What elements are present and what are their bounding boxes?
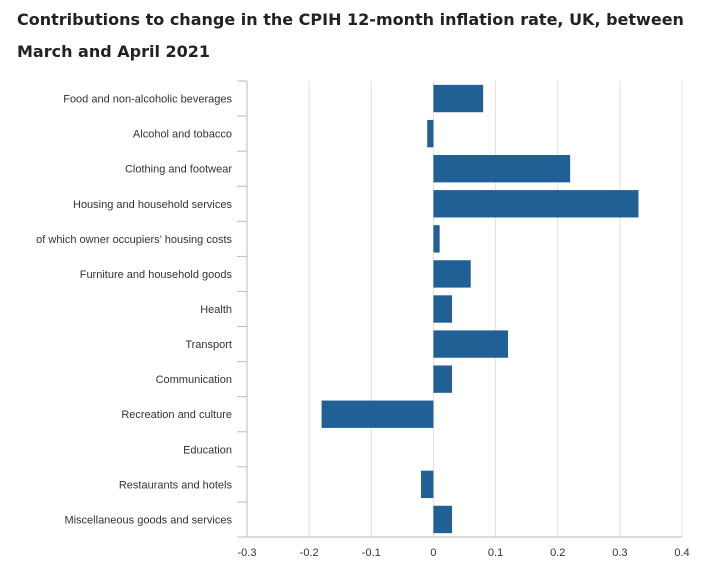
x-tick-label: -0.2 [300, 547, 319, 559]
category-labels: Food and non-alcoholic beverages Alcohol … [36, 94, 232, 527]
bar[interactable] [433, 295, 453, 323]
chart-title: Contributions to change in the CPIH 12-m… [17, 10, 684, 61]
category-label: Restaurants and hotels [119, 479, 233, 491]
category-label: Health [200, 304, 232, 316]
category-label: Furniture and household goods [80, 269, 233, 281]
bar[interactable] [427, 119, 434, 148]
x-tick-label: 0 [430, 547, 436, 559]
gridlines [237, 80, 683, 538]
x-tick-label: 0.3 [612, 547, 627, 559]
bar[interactable] [433, 365, 453, 393]
x-axis-ticks: -0.3 -0.2 -0.1 0 0.1 0.2 0.3 0.4 [238, 547, 690, 559]
category-label: Education [183, 444, 232, 456]
x-tick-label: -0.3 [238, 547, 257, 559]
x-tick-label: 0.2 [550, 547, 565, 559]
category-label: Transport [185, 339, 232, 351]
x-tick-label: 0.1 [488, 547, 503, 559]
bar[interactable] [433, 330, 508, 358]
bar[interactable] [321, 400, 434, 428]
bar[interactable] [433, 190, 639, 218]
category-label: of which owner occupiers’ housing costs [36, 234, 232, 246]
bar[interactable] [421, 470, 434, 499]
bar[interactable] [433, 225, 440, 253]
bar[interactable] [433, 84, 484, 113]
category-label: Housing and household services [73, 199, 232, 211]
bar[interactable] [433, 260, 471, 288]
bar[interactable] [433, 155, 571, 183]
category-label: Food and non-alcoholic beverages [63, 94, 232, 106]
category-label: Recreation and culture [121, 409, 232, 421]
category-label: Clothing and footwear [125, 164, 232, 176]
x-tick-label: 0.4 [674, 547, 689, 559]
bars [321, 84, 639, 534]
category-label: Alcohol and tobacco [133, 129, 232, 141]
category-label: Miscellaneous goods and services [64, 514, 232, 526]
bar[interactable] [433, 505, 453, 534]
x-tick-label: -0.1 [362, 547, 381, 559]
category-label: Communication [156, 374, 232, 386]
